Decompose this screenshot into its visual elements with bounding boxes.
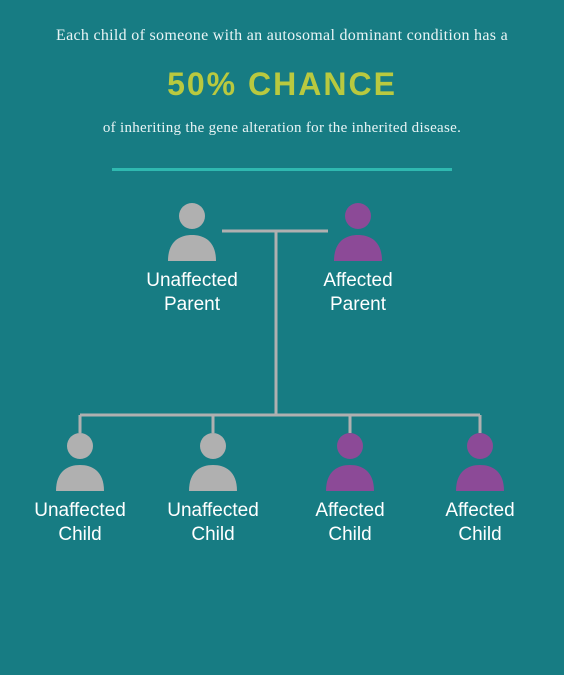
person-label: Child: [15, 523, 145, 548]
person-icon: [452, 431, 508, 491]
parent-unaffected: Unaffected Parent: [132, 201, 252, 318]
outro-text: of inheriting the gene alteration for th…: [40, 117, 524, 140]
person-icon: [322, 431, 378, 491]
person-label: Parent: [298, 293, 418, 318]
header-block: Each child of someone with an autosomal …: [0, 0, 564, 171]
child-unaffected: Unaffected Child: [15, 431, 145, 548]
divider: [112, 168, 452, 171]
child-unaffected: Unaffected Child: [148, 431, 278, 548]
child-affected: Affected Child: [290, 431, 410, 548]
headline: 50% CHANCE: [40, 66, 524, 103]
child-affected: Affected Child: [420, 431, 540, 548]
parent-affected: Affected Parent: [298, 201, 418, 318]
person-label: Unaffected: [15, 499, 145, 524]
pedigree-diagram: Unaffected Parent Affected Parent Unaffe…: [0, 201, 564, 631]
person-label: Affected: [290, 499, 410, 524]
person-icon: [185, 431, 241, 491]
person-label: Parent: [132, 293, 252, 318]
person-label: Affected: [420, 499, 540, 524]
person-icon: [164, 201, 220, 261]
tree-connectors: [0, 201, 564, 631]
person-label: Affected: [298, 269, 418, 294]
person-label: Child: [148, 523, 278, 548]
person-label: Unaffected: [132, 269, 252, 294]
person-label: Unaffected: [148, 499, 278, 524]
intro-text: Each child of someone with an autosomal …: [40, 24, 524, 48]
person-icon: [330, 201, 386, 261]
person-label: Child: [420, 523, 540, 548]
person-label: Child: [290, 523, 410, 548]
person-icon: [52, 431, 108, 491]
